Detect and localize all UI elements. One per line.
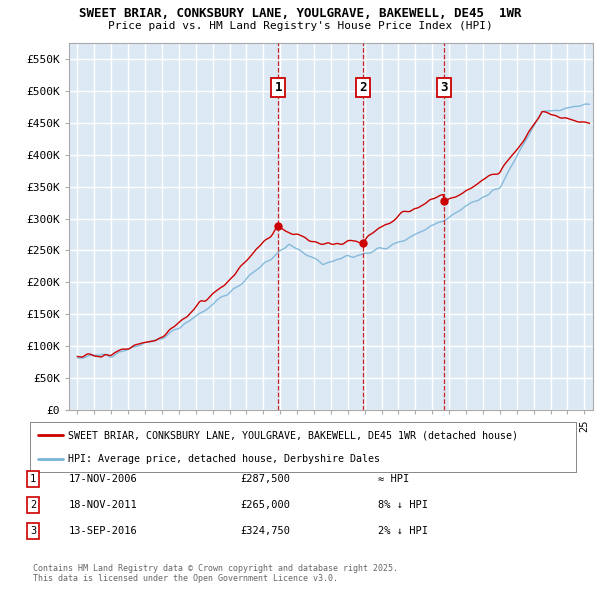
Point	[358, 238, 367, 247]
Text: 3: 3	[30, 526, 36, 536]
Text: 2: 2	[30, 500, 36, 510]
Point	[439, 196, 449, 206]
Text: 17-NOV-2006: 17-NOV-2006	[69, 474, 138, 484]
Text: 1: 1	[30, 474, 36, 484]
Text: 2: 2	[359, 81, 367, 94]
Text: Contains HM Land Registry data © Crown copyright and database right 2025.
This d: Contains HM Land Registry data © Crown c…	[33, 563, 398, 583]
Text: £287,500: £287,500	[240, 474, 290, 484]
Text: £265,000: £265,000	[240, 500, 290, 510]
Text: Price paid vs. HM Land Registry's House Price Index (HPI): Price paid vs. HM Land Registry's House …	[107, 21, 493, 31]
Text: 13-SEP-2016: 13-SEP-2016	[69, 526, 138, 536]
Point	[274, 222, 283, 231]
Text: 18-NOV-2011: 18-NOV-2011	[69, 500, 138, 510]
Text: 2% ↓ HPI: 2% ↓ HPI	[378, 526, 428, 536]
Text: £324,750: £324,750	[240, 526, 290, 536]
Text: 1: 1	[274, 81, 282, 94]
Text: 3: 3	[440, 81, 448, 94]
Text: SWEET BRIAR, CONKSBURY LANE, YOULGRAVE, BAKEWELL, DE45 1WR (detached house): SWEET BRIAR, CONKSBURY LANE, YOULGRAVE, …	[68, 430, 518, 440]
Text: ≈ HPI: ≈ HPI	[378, 474, 409, 484]
Text: 8% ↓ HPI: 8% ↓ HPI	[378, 500, 428, 510]
Text: SWEET BRIAR, CONKSBURY LANE, YOULGRAVE, BAKEWELL, DE45  1WR: SWEET BRIAR, CONKSBURY LANE, YOULGRAVE, …	[79, 7, 521, 20]
Text: HPI: Average price, detached house, Derbyshire Dales: HPI: Average price, detached house, Derb…	[68, 454, 380, 464]
